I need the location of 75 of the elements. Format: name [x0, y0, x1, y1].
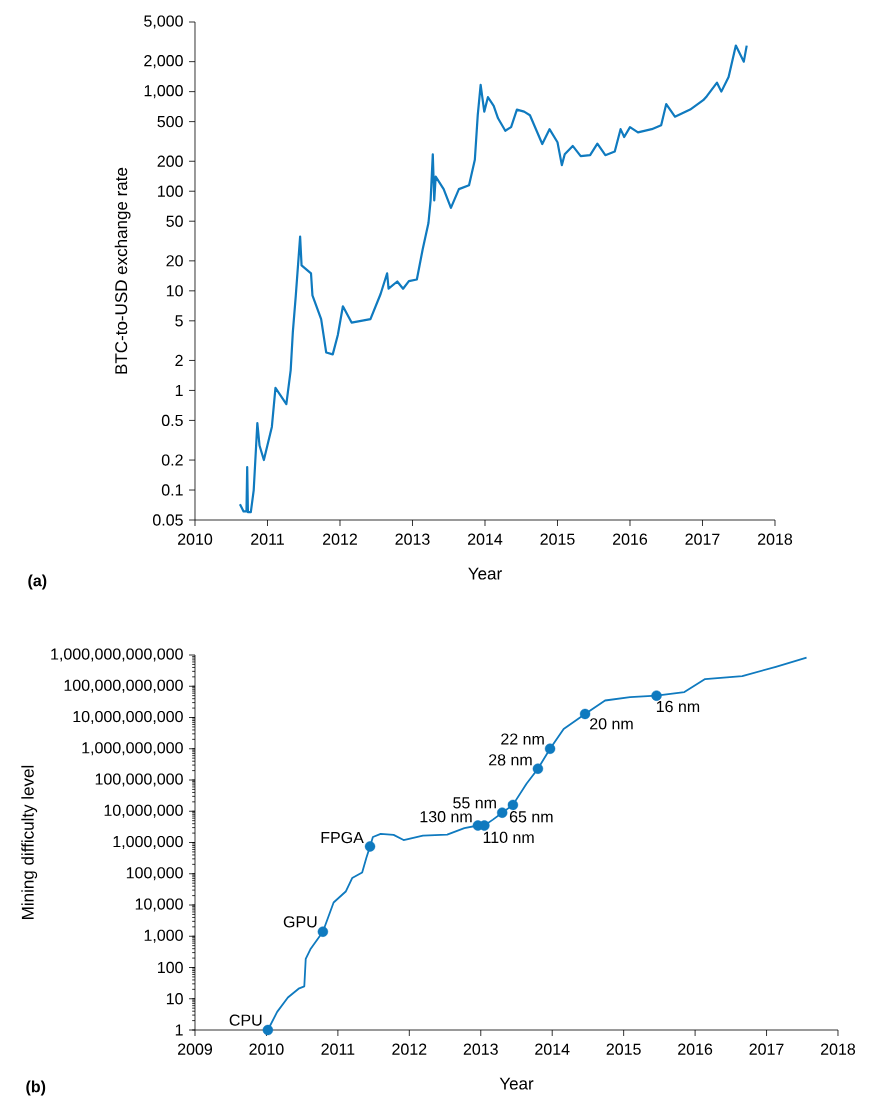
y-tick-label: 0.05	[152, 514, 183, 526]
point	[579, 708, 591, 720]
y-tick-label: 5	[175, 315, 183, 327]
x-tick-label: 2018	[757, 533, 793, 545]
y-tick-label: 10,000	[135, 898, 183, 912]
x-tick-label: 2014	[468, 533, 503, 545]
x-axis-title: Year	[499, 1077, 534, 1090]
annotation: CPU	[229, 1014, 262, 1026]
x-tick-label: 2009	[178, 1043, 213, 1055]
text: (b)	[26, 1080, 46, 1096]
x-tick-label: 2013	[463, 1043, 498, 1055]
annotation: 28 nm	[489, 754, 532, 766]
annotation: FPGA	[321, 831, 364, 844]
y-tick-label: 10	[166, 993, 183, 1005]
x-tick-label: 2014	[535, 1043, 570, 1055]
y-tick-label: 100	[158, 185, 183, 197]
y-tick-label: 100	[158, 961, 183, 974]
y-tick-label: 2	[175, 354, 183, 367]
y-tick-label: 5,000	[144, 15, 183, 29]
point	[544, 743, 556, 754]
x-tick-label: 2017	[685, 533, 720, 545]
y-tick-label: 0.1	[161, 484, 183, 496]
y-tick-label: 1	[175, 384, 183, 396]
line-series	[238, 44, 748, 514]
y-tick-label: 1	[175, 1024, 183, 1036]
y-tick-label: 1,000	[144, 929, 183, 943]
x-tick-label: 2016	[678, 1043, 713, 1055]
y-tick-label: 200	[157, 155, 183, 167]
x-axis-title: Year	[468, 567, 502, 580]
x-tick-label: 2016	[612, 533, 648, 545]
x-tick-label: 2017	[749, 1043, 784, 1055]
y-tick-label: 10,000,000,000	[73, 710, 183, 725]
y-tick-label: 1,000,000,000,000	[51, 648, 183, 662]
x-tick-label: 2015	[606, 1043, 641, 1055]
annotation: 130 nm	[420, 810, 472, 823]
annotation: 22 nm	[501, 733, 544, 745]
point	[364, 841, 376, 852]
y-tick-label: 10	[166, 285, 183, 297]
y-tick-label: 1,000,000,000	[82, 742, 183, 756]
text: (a)	[28, 574, 47, 590]
point	[507, 799, 519, 811]
x-tick-label: 2015	[540, 533, 575, 545]
x-tick-label: 2010	[178, 533, 213, 545]
point	[532, 763, 544, 774]
y-axis-title: BTC-to-USD exchange rate	[114, 167, 131, 374]
annotation: 20 nm	[590, 718, 633, 730]
y-axis-title: Mining difficulty level	[21, 765, 38, 919]
y-tick-label: 1,000	[144, 85, 183, 99]
x-tick-label: 2011	[251, 533, 284, 545]
y-tick-label: 10,000,000	[104, 804, 183, 818]
x-tick-label: 2018	[820, 1043, 856, 1055]
y-tick-label: 500	[157, 115, 183, 128]
y-tick-label: 2,000	[144, 55, 183, 69]
y-tick-label: 50	[166, 215, 183, 227]
y-tick-label: 100,000	[126, 867, 183, 881]
y-tick-label: 0.2	[161, 454, 183, 466]
point	[317, 926, 329, 937]
annotation: 55 nm	[453, 797, 496, 809]
point	[651, 690, 662, 701]
x-tick-label: 2012	[392, 1043, 427, 1055]
point	[262, 1024, 274, 1036]
x-tick-label: 2011	[321, 1043, 355, 1055]
annotation: 65 nm	[509, 811, 553, 823]
x-tick-label: 2013	[395, 533, 430, 545]
annotation: 16 nm	[656, 700, 700, 713]
x-tick-label: 2012	[323, 533, 357, 545]
annotation: GPU	[283, 916, 317, 928]
y-tick-label: 100,000,000,000	[64, 679, 183, 693]
annotation: 110 nm	[483, 831, 534, 844]
y-tick-label: 1,000,000	[113, 835, 183, 850]
point	[497, 807, 508, 818]
y-tick-label: 20	[166, 255, 183, 267]
y-tick-label: 0.5	[161, 414, 183, 427]
y-tick-label: 100,000,000	[95, 773, 183, 787]
x-tick-label: 2010	[249, 1043, 284, 1055]
